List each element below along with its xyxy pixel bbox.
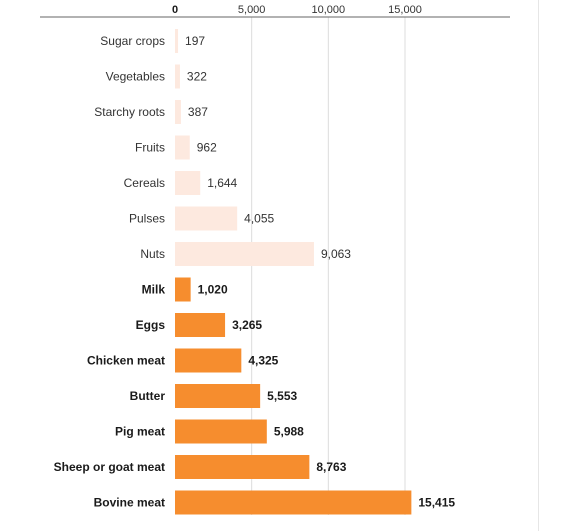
x-tick-label: 10,000 — [312, 4, 346, 16]
category-label: Butter — [130, 389, 166, 403]
right-border-line — [538, 0, 539, 531]
category-label: Cereals — [124, 176, 165, 190]
category-label: Vegetables — [106, 70, 165, 84]
bar-row: Milk 1,020 — [142, 277, 228, 302]
value-label: 1,020 — [198, 283, 228, 297]
bar — [175, 455, 310, 479]
bar-row: Chicken meat 4,325 — [87, 348, 279, 373]
category-label: Eggs — [136, 318, 166, 332]
bar-row: Sugar crops 197 — [100, 29, 205, 53]
bar — [175, 313, 226, 337]
category-label: Chicken meat — [87, 354, 165, 368]
bar — [175, 277, 191, 302]
bar-row: Starchy roots 387 — [94, 100, 208, 124]
bar — [175, 242, 314, 266]
bar — [175, 419, 267, 444]
bar-row: Pulses 4,055 — [129, 206, 275, 231]
bar — [175, 100, 181, 124]
category-label: Pig meat — [115, 425, 165, 439]
category-label: Fruits — [135, 141, 165, 155]
bar-row: Sheep or goat meat 8,763 — [54, 455, 347, 479]
bar — [175, 384, 261, 408]
x-tick-label: 0 — [172, 4, 178, 16]
bar-row: Vegetables 322 — [106, 64, 207, 89]
value-label: 4,325 — [248, 354, 278, 368]
bar — [175, 348, 242, 373]
bar — [175, 490, 412, 515]
x-tick-label: 5,000 — [238, 4, 266, 16]
x-tick-label: 15,000 — [388, 4, 422, 16]
bar-row: Cereals 1,644 — [124, 171, 238, 195]
bars: Sugar crops 197 Vegetables 322 Starchy roots… — [54, 29, 455, 515]
bar — [175, 171, 201, 195]
value-label: 8,763 — [316, 460, 346, 474]
bar — [175, 135, 190, 160]
bar — [175, 29, 179, 53]
bar — [175, 64, 180, 89]
category-label: Starchy roots — [94, 105, 165, 119]
value-label: 5,553 — [267, 389, 297, 403]
value-label: 387 — [188, 105, 208, 119]
category-label: Sugar crops — [100, 34, 165, 48]
category-label: Pulses — [129, 212, 165, 226]
bar-row: Pig meat 5,988 — [115, 419, 304, 444]
value-label: 4,055 — [244, 212, 274, 226]
bar-row: Eggs 3,265 — [136, 313, 262, 337]
value-label: 9,063 — [321, 247, 351, 261]
category-label: Sheep or goat meat — [54, 460, 165, 474]
category-label: Milk — [142, 283, 166, 297]
value-label: 322 — [187, 70, 207, 84]
bar-row: Fruits 962 — [135, 135, 217, 160]
bar-row: Nuts 9,063 — [140, 242, 351, 266]
value-label: 1,644 — [207, 176, 237, 190]
value-label: 962 — [197, 141, 217, 155]
bar-row: Bovine meat 15,415 — [94, 490, 455, 515]
category-label: Nuts — [140, 247, 165, 261]
value-label: 197 — [185, 34, 205, 48]
value-label: 3,265 — [232, 318, 262, 332]
x-axis-ticks: 0 5,000 10,000 15,000 — [172, 4, 422, 16]
bar — [175, 206, 238, 231]
category-label: Bovine meat — [94, 496, 165, 510]
bar-row: Butter 5,553 — [130, 384, 298, 408]
value-label: 15,415 — [418, 496, 455, 510]
value-label: 5,988 — [274, 425, 304, 439]
